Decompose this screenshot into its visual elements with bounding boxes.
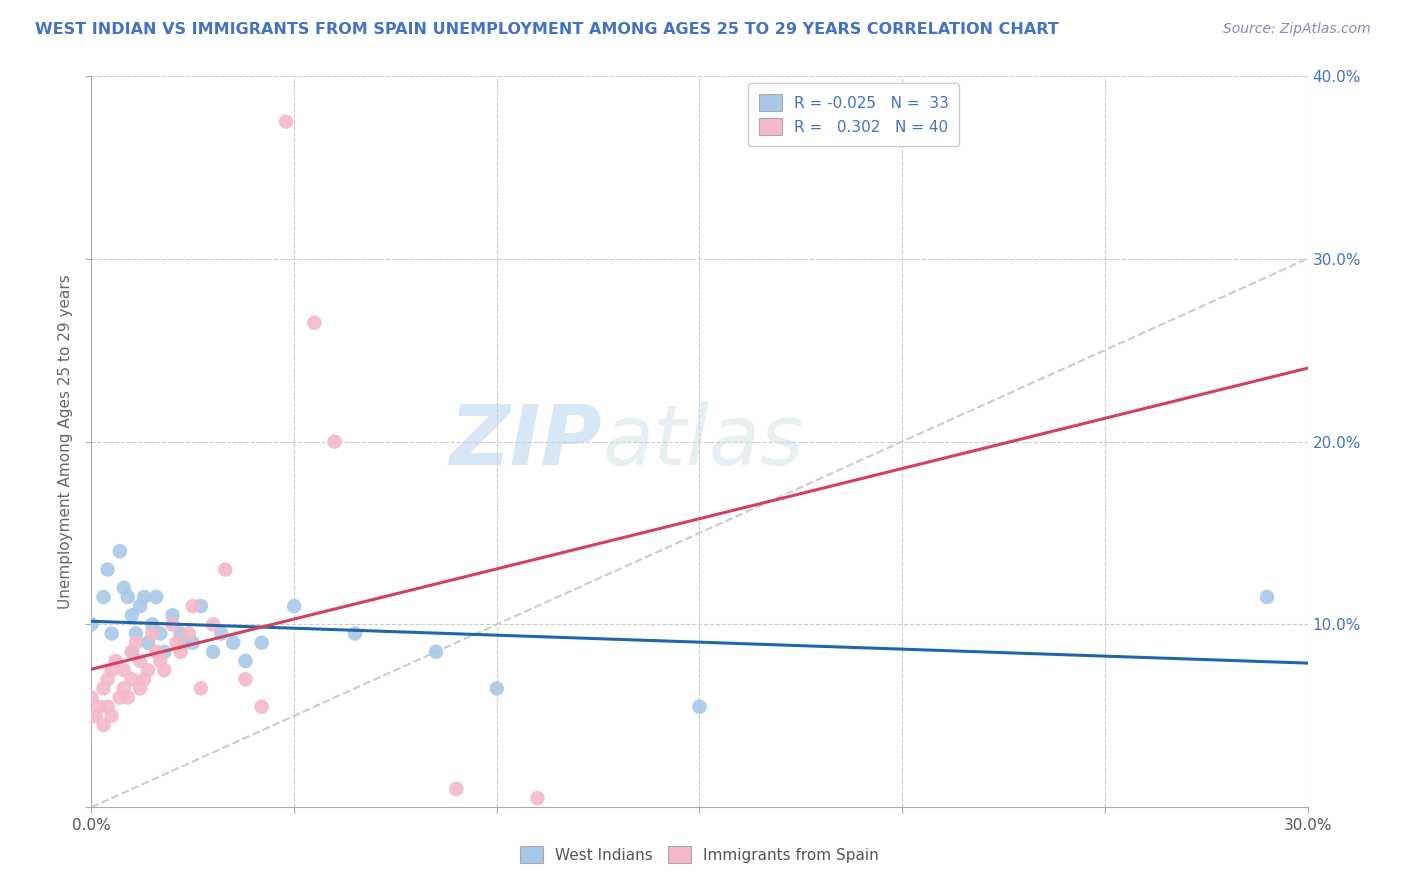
Point [80, 617, 103, 632]
Point [136, 663, 159, 677]
Point [190, 681, 212, 696]
Point [688, 699, 710, 714]
Legend: West Indians, Immigrants from Spain: West Indians, Immigrants from Spain [513, 840, 886, 869]
Point [235, 654, 257, 668]
Point [526, 791, 548, 805]
Point [121, 608, 143, 623]
Point [108, 690, 131, 705]
Text: Source: ZipAtlas.com: Source: ZipAtlas.com [1223, 22, 1371, 37]
Point [283, 599, 305, 614]
Point [250, 635, 273, 649]
Point [149, 626, 172, 640]
Text: ZIP: ZIP [450, 401, 602, 482]
Point [132, 590, 155, 604]
Point [100, 626, 122, 640]
Point [169, 626, 191, 640]
Point [125, 635, 148, 649]
Point [112, 681, 135, 696]
Point [304, 316, 326, 330]
Point [162, 608, 184, 623]
Point [145, 590, 167, 604]
Point [129, 654, 152, 668]
Point [136, 635, 159, 649]
Point [89, 699, 111, 714]
Point [129, 599, 152, 614]
Point [117, 690, 139, 705]
Point [121, 673, 143, 687]
Point [121, 645, 143, 659]
Y-axis label: Unemployment Among Ages 25 to 29 years: Unemployment Among Ages 25 to 29 years [58, 274, 73, 609]
Text: atlas: atlas [602, 401, 804, 482]
Point [100, 663, 122, 677]
Point [132, 673, 155, 687]
Point [129, 681, 152, 696]
Point [173, 635, 195, 649]
Point [485, 681, 508, 696]
Point [93, 681, 115, 696]
Point [149, 654, 172, 668]
Point [181, 599, 204, 614]
Point [97, 699, 120, 714]
Point [214, 563, 236, 577]
Point [97, 673, 120, 687]
Point [117, 590, 139, 604]
Point [177, 626, 200, 640]
Point [93, 718, 115, 732]
Point [343, 626, 366, 640]
Point [444, 781, 467, 797]
Point [166, 635, 188, 649]
Point [93, 590, 115, 604]
Point [141, 617, 163, 632]
Point [80, 690, 103, 705]
Point [181, 635, 204, 649]
Point [222, 635, 245, 649]
Point [112, 663, 135, 677]
Point [153, 663, 176, 677]
Point [209, 626, 232, 640]
Point [274, 114, 297, 128]
Point [202, 617, 225, 632]
Point [162, 617, 184, 632]
Point [153, 645, 176, 659]
Point [100, 708, 122, 723]
Point [84, 708, 107, 723]
Point [104, 654, 127, 668]
Text: WEST INDIAN VS IMMIGRANTS FROM SPAIN UNEMPLOYMENT AMONG AGES 25 TO 29 YEARS CORR: WEST INDIAN VS IMMIGRANTS FROM SPAIN UNE… [35, 22, 1059, 37]
Point [112, 581, 135, 595]
Point [425, 645, 447, 659]
Point [121, 645, 143, 659]
Point [108, 544, 131, 558]
Point [141, 626, 163, 640]
Point [202, 645, 225, 659]
Point [1256, 590, 1278, 604]
Point [250, 699, 273, 714]
Point [323, 434, 346, 449]
Point [97, 563, 120, 577]
Point [169, 645, 191, 659]
Point [235, 673, 257, 687]
Point [125, 626, 148, 640]
Point [145, 645, 167, 659]
Point [190, 599, 212, 614]
